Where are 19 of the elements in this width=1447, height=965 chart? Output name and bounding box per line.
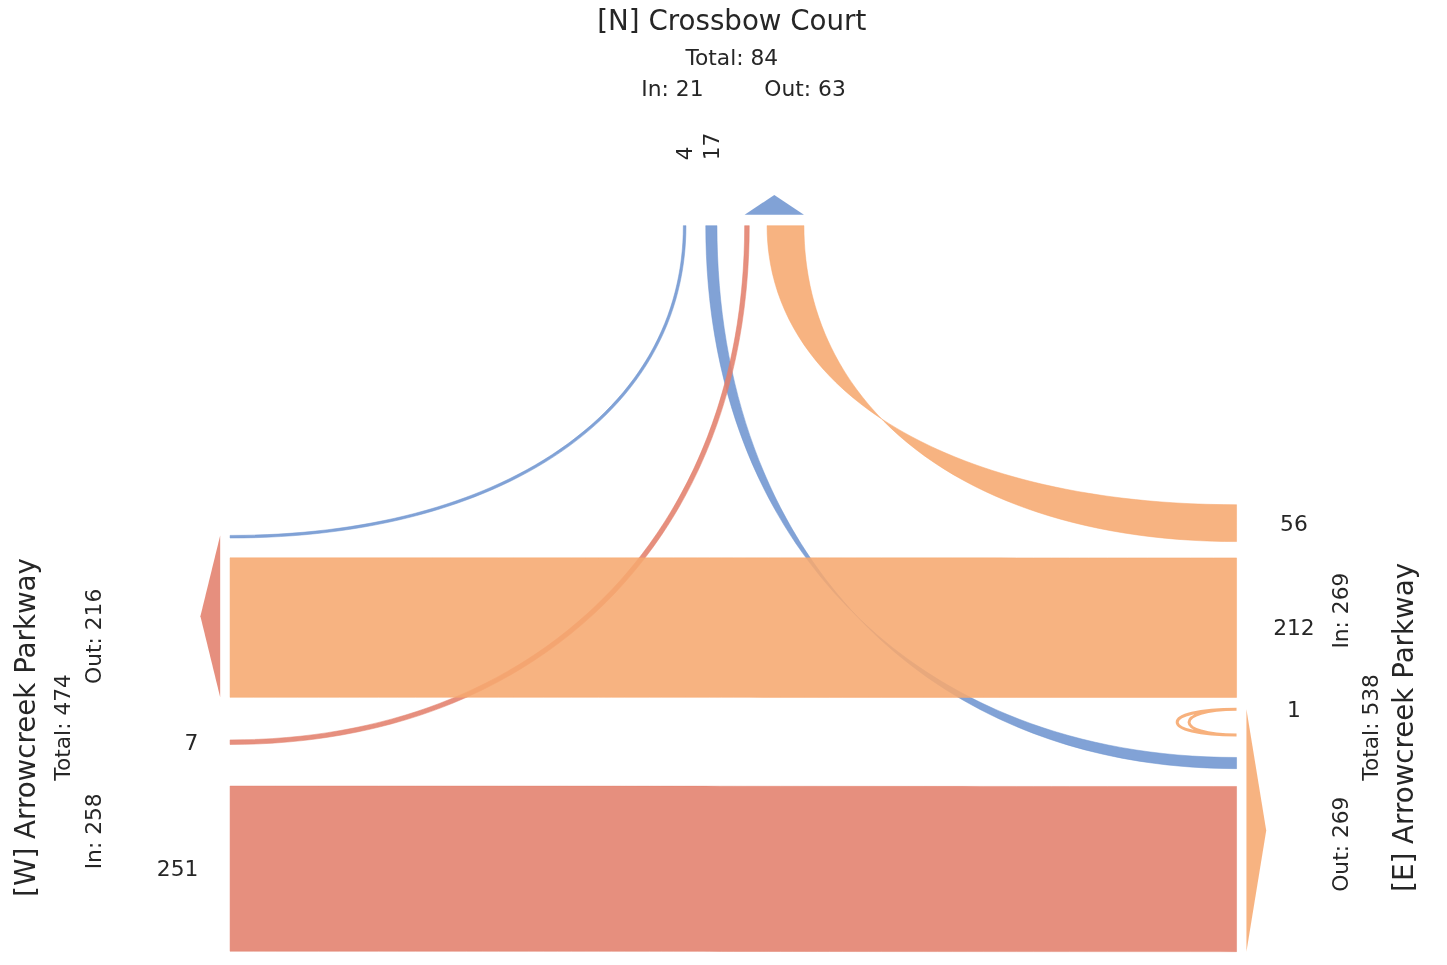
text: Out: 63 bbox=[764, 75, 846, 101]
data-label: 17 bbox=[698, 132, 724, 161]
text: Total: 84 bbox=[684, 45, 779, 71]
text: Total: 538 bbox=[1358, 674, 1384, 782]
data-label: 251 bbox=[156, 856, 199, 882]
text: Total: 474 bbox=[49, 674, 75, 782]
text: In: 269 bbox=[1328, 572, 1354, 649]
data-label: 56 bbox=[1280, 510, 1308, 536]
category-label: [W] Arrowcreek Parkway bbox=[9, 558, 43, 897]
data-label: 4 bbox=[672, 146, 698, 161]
text: In: 258 bbox=[81, 793, 107, 870]
data-label: 1 bbox=[1287, 697, 1301, 723]
text: In: 21 bbox=[641, 75, 704, 101]
data-label: 7 bbox=[184, 729, 199, 755]
text: Out: 269 bbox=[1328, 796, 1354, 892]
category-label: [N] Crossbow Court bbox=[597, 3, 867, 37]
category-label: [E] Arrowcreek Parkway bbox=[1386, 562, 1420, 892]
data-label: 212 bbox=[1273, 615, 1315, 641]
text: Out: 216 bbox=[81, 588, 107, 684]
